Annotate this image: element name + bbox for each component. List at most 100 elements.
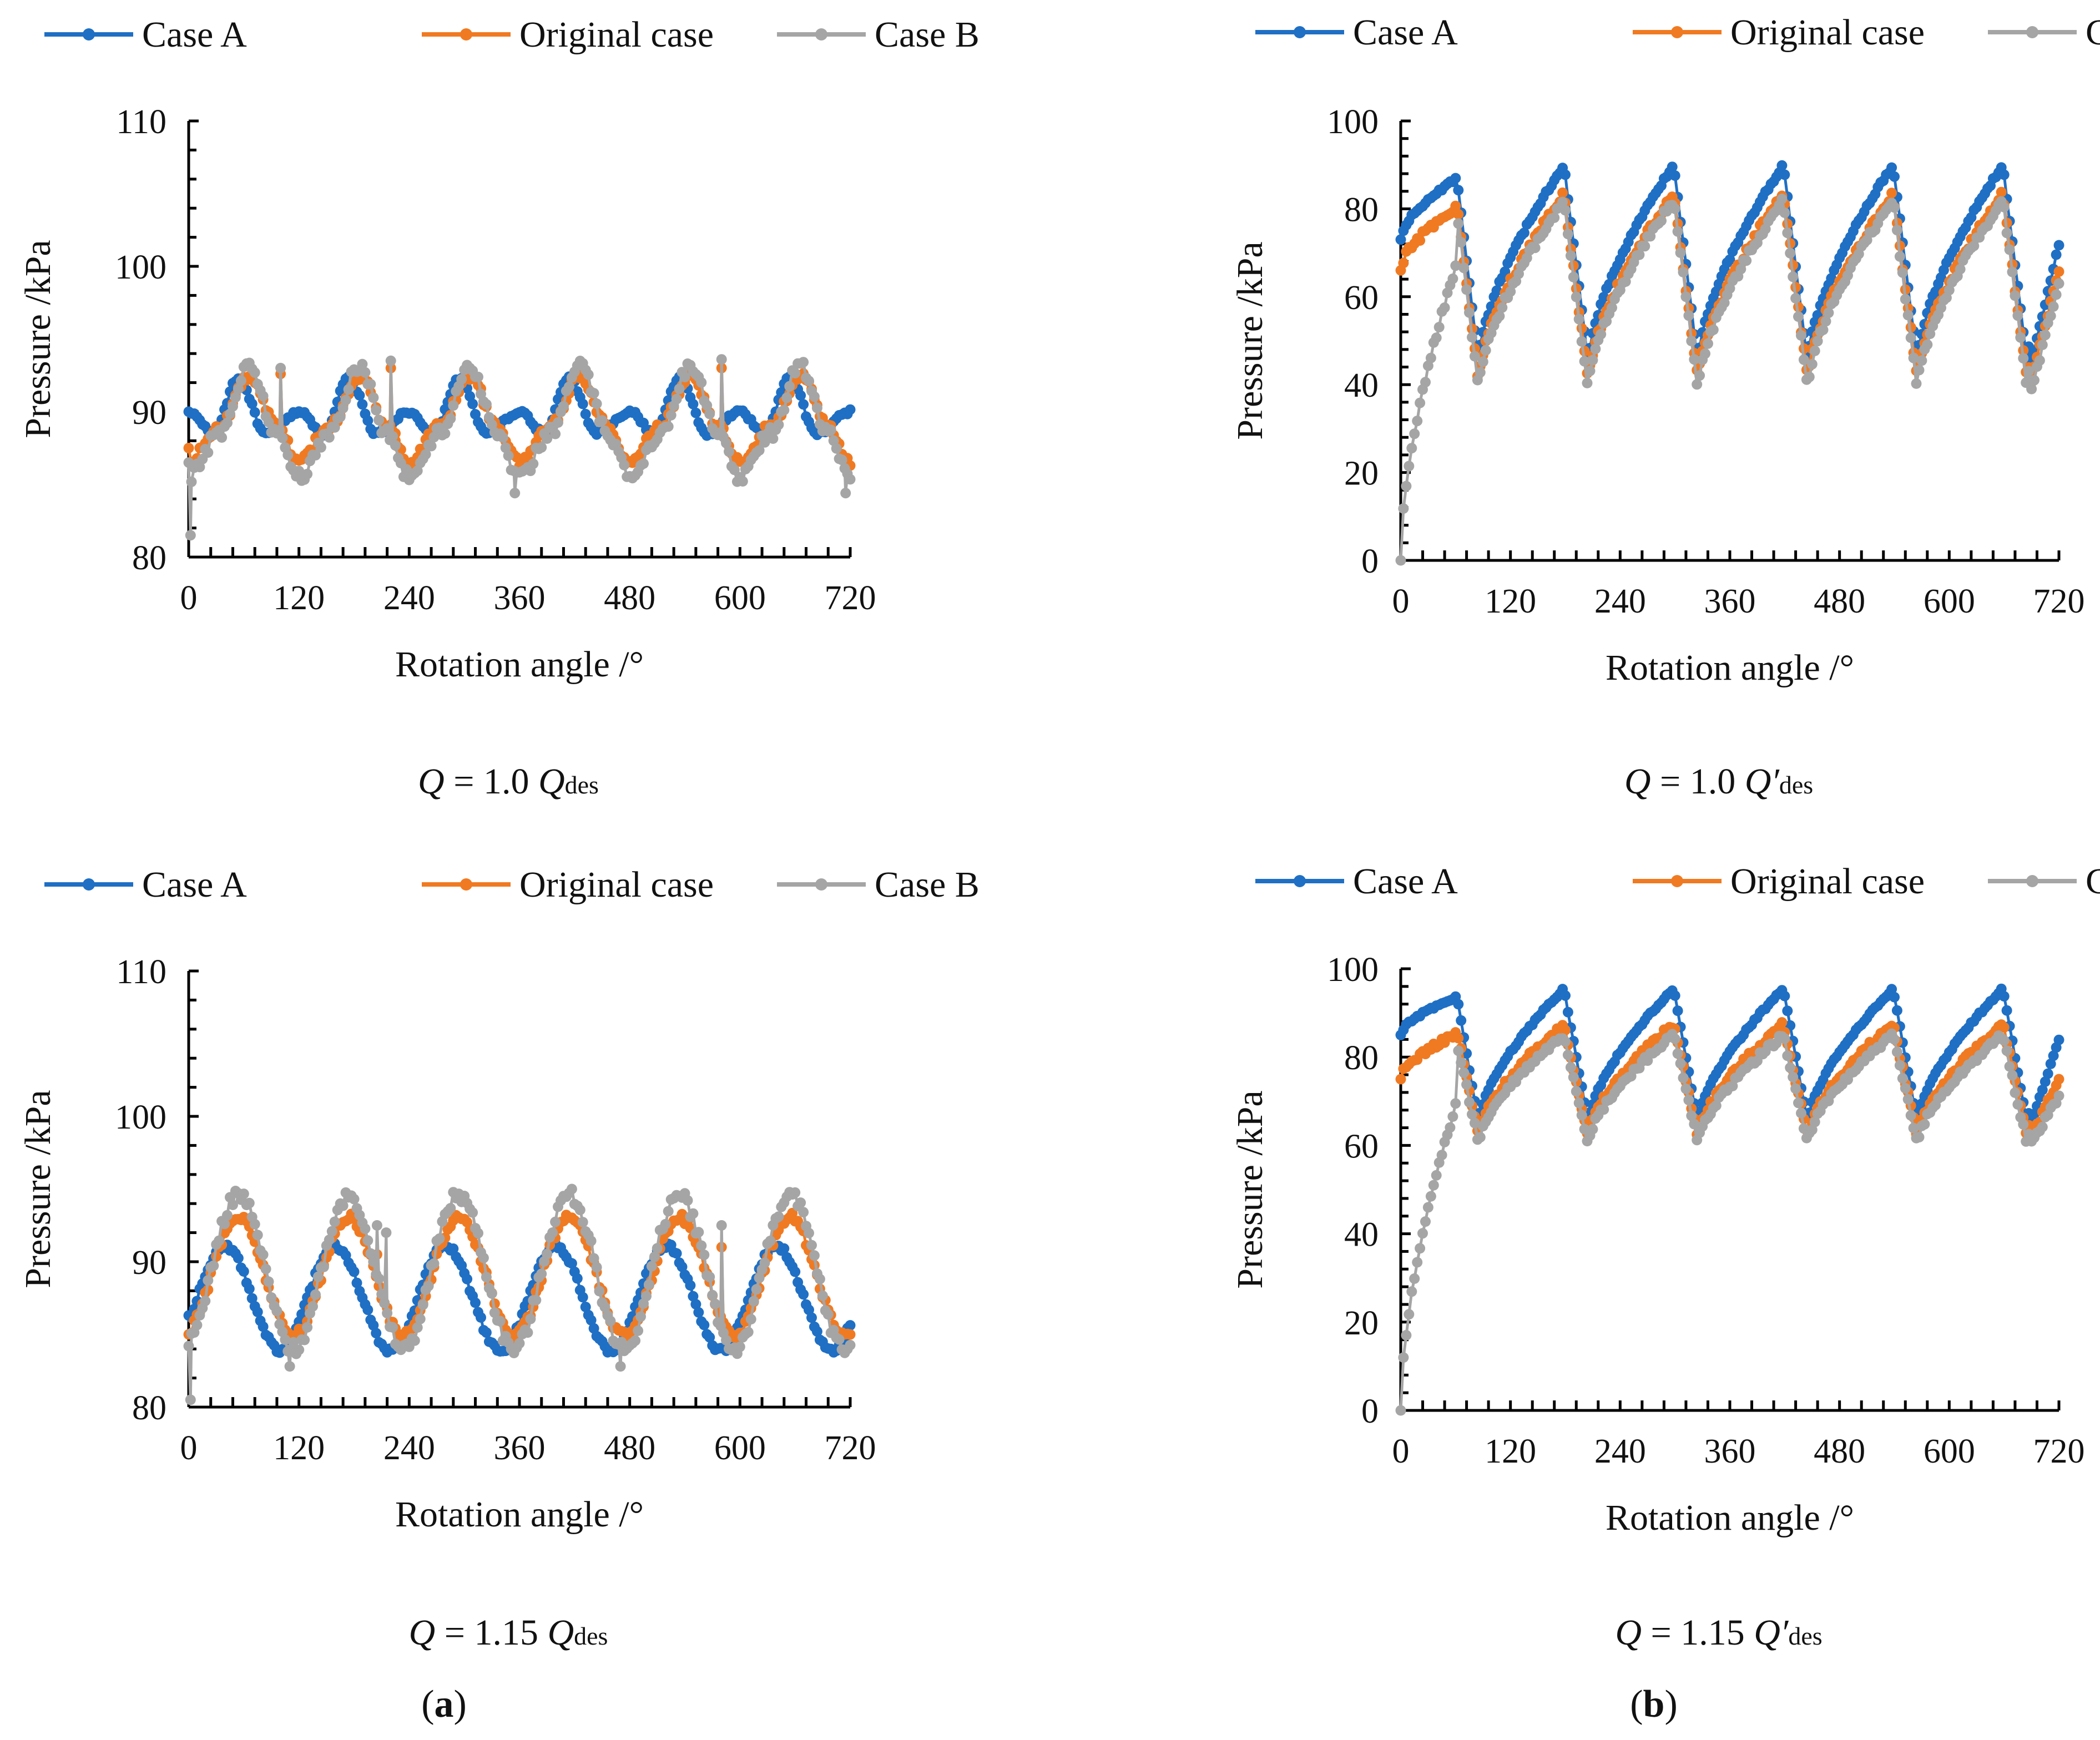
x-tick-label: 600 [714, 579, 766, 617]
data-point [638, 458, 649, 469]
x-tick-label: 240 [1594, 583, 1646, 620]
data-point [343, 384, 354, 395]
data-point [434, 1233, 445, 1244]
data-point [1456, 1057, 1467, 1068]
data-point [329, 1216, 340, 1227]
data-point [445, 413, 456, 424]
data-point [1922, 339, 1933, 350]
data-point [1897, 267, 1908, 278]
data-point [357, 399, 368, 410]
data-point [633, 1325, 644, 1336]
data-point [1475, 1132, 1486, 1143]
data-point [417, 1299, 428, 1311]
data-point [834, 1334, 845, 1345]
data-point [1456, 237, 1467, 248]
data-point [1406, 1286, 1417, 1297]
data-point [591, 398, 602, 409]
data-point [790, 368, 801, 379]
chart-caption: Q = 1.0 Q′des [1624, 761, 1813, 802]
data-point [773, 419, 784, 430]
data-point [208, 1260, 219, 1271]
data-point [324, 432, 335, 443]
data-point [1447, 273, 1458, 284]
data-point [473, 371, 483, 382]
data-point [360, 1223, 371, 1234]
data-point [553, 417, 563, 428]
x-tick-label: 720 [825, 1429, 876, 1467]
data-point [817, 1290, 828, 1301]
data-point [214, 1235, 225, 1246]
data-point [536, 442, 547, 453]
data-point [258, 1321, 269, 1332]
series-case-b [1395, 194, 2064, 566]
data-point [1678, 1073, 1689, 1084]
data-point [1562, 1049, 1573, 1060]
data-point [2004, 244, 2015, 255]
data-point [448, 1243, 459, 1254]
data-point [1395, 1074, 1406, 1085]
y-tick-label: 110 [116, 953, 166, 991]
data-point [1415, 397, 1426, 408]
data-point [235, 375, 246, 386]
y-tick-label: 80 [132, 539, 166, 577]
data-point [572, 1273, 583, 1284]
chart-q-1-15-qprime-des: Case A Original case Case B 0 20 40 60 80 100 0 12… [1230, 861, 2100, 1653]
x-tick-label: 480 [1814, 583, 1865, 620]
data-point [1596, 328, 1607, 340]
data-point [1669, 1033, 1680, 1044]
data-point [1560, 990, 1571, 1001]
chart-q-1-0-qdes: Case A Original case Case B 80 90 100 110 0 120 2… [18, 14, 980, 802]
legend-label-2: Case B [875, 864, 980, 905]
data-point [2051, 249, 2062, 260]
data-point [1436, 1150, 1447, 1161]
data-point [1417, 1228, 1428, 1239]
data-point [1669, 170, 1680, 181]
data-point [302, 1322, 313, 1333]
data-point [781, 392, 792, 403]
data-point [2037, 1084, 2048, 1095]
x-tick-label: 0 [180, 579, 198, 617]
data-point [362, 1304, 373, 1316]
x-tick-label: 360 [1704, 583, 1756, 620]
data-point [354, 390, 365, 401]
data-point [258, 391, 269, 402]
legend-marker-1 [1671, 26, 1683, 38]
data-point [798, 1289, 809, 1300]
y-tick-label: 60 [1344, 1127, 1379, 1165]
data-point [467, 398, 478, 409]
data-point [222, 417, 233, 428]
x-tick-label: 360 [1704, 1433, 1756, 1470]
data-point [277, 432, 288, 443]
data-point [351, 1277, 362, 1288]
data-point [1607, 302, 1617, 313]
y-tick-label: 90 [132, 394, 166, 432]
data-point [699, 1319, 710, 1331]
y-axis-label: Pressure /kPa [18, 240, 58, 438]
data-point [566, 1258, 577, 1269]
data-point [1776, 1017, 1788, 1028]
data-point [809, 391, 820, 402]
data-point [1719, 297, 1730, 308]
data-point [1401, 1330, 1412, 1341]
data-point [310, 1289, 321, 1300]
x-tick-label: 0 [1392, 1433, 1410, 1470]
data-point [230, 392, 241, 403]
data-point [428, 432, 440, 443]
data-point [716, 1220, 727, 1231]
data-point [1683, 1095, 1694, 1106]
data-point [580, 408, 591, 419]
data-point [1634, 249, 1645, 260]
data-point [337, 1200, 349, 1211]
data-point [249, 1218, 260, 1230]
data-point [1453, 218, 1464, 229]
data-point [1998, 169, 2010, 180]
legend-label-1: Original case [1730, 12, 1925, 53]
data-point [663, 421, 674, 432]
data-point [494, 1316, 506, 1327]
data-point [1886, 188, 1897, 199]
data-point [275, 362, 286, 373]
data-point [1900, 1083, 1911, 1094]
data-point [263, 417, 274, 428]
panel-label-a: (a) [421, 1683, 467, 1726]
data-point [588, 388, 599, 399]
